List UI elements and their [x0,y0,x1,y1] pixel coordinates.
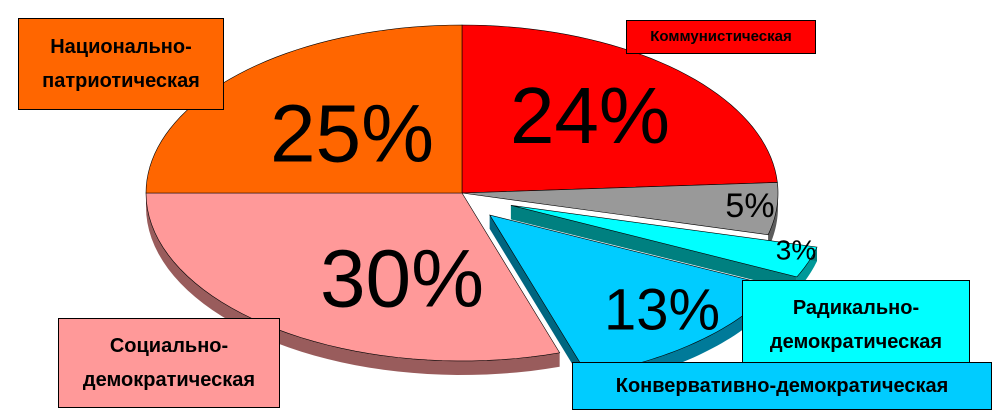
value-label: 25% [270,89,434,180]
value-label: 3% [776,234,816,265]
category-label: Национально-патриотическая [18,18,224,110]
slice [461,182,779,236]
category-label: Коммунистическая [626,20,816,54]
category-label: Социально-демократическая [58,318,280,408]
value-label: 13% [604,277,720,342]
value-label: 24% [510,71,670,160]
value-label: 30% [320,234,484,325]
category-label: Радикально-демократическая [742,280,970,370]
slice-side [489,215,588,389]
slice-side [510,205,797,291]
slice-side [768,193,778,249]
slice [461,24,778,194]
value-label: 5% [725,187,774,225]
category-label: Конвервативно-демократическая [572,362,992,410]
slice [145,24,463,194]
slice [510,205,818,278]
